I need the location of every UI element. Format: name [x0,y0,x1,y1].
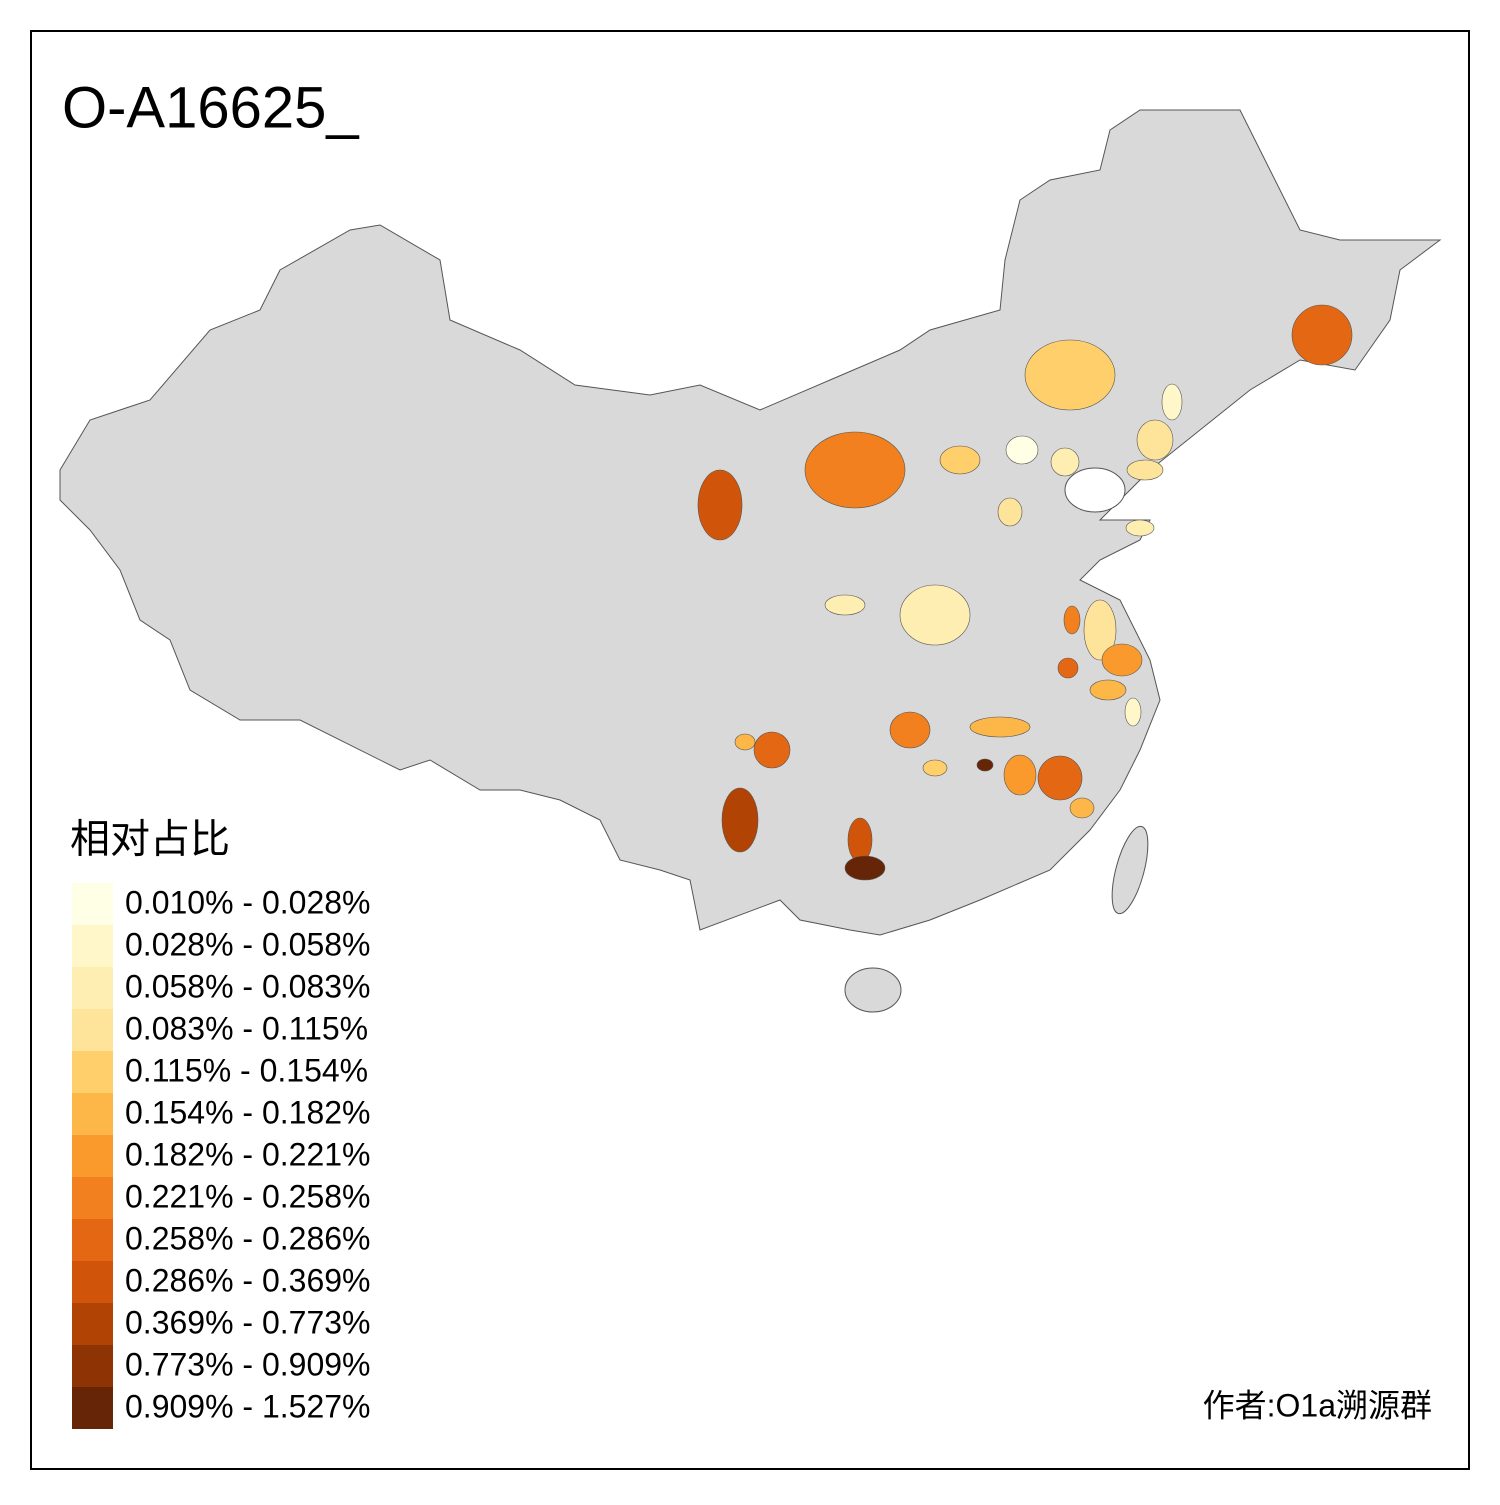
region [889,711,931,749]
region [804,431,906,509]
region [1126,459,1164,481]
region [1057,657,1079,679]
region [1050,447,1080,477]
region [847,817,873,863]
legend-swatch [72,1345,113,1387]
legend-swatch [72,883,113,925]
legend-label: 0.182% - 0.221% [125,1136,371,1172]
region [1024,339,1116,411]
legend-label: 0.258% - 0.286% [125,1220,371,1256]
legend-label: 0.154% - 0.182% [125,1094,371,1130]
legend-swatch [72,1051,113,1093]
legend-label: 0.058% - 0.083% [125,968,371,1004]
legend-title: 相对占比 [70,818,230,862]
region [1037,755,1083,801]
legend-swatch [72,1093,113,1135]
region [1083,599,1117,661]
region [1101,643,1143,677]
legend-swatch [72,1303,113,1345]
legend-swatch [72,1177,113,1219]
bohai-sea [1064,467,1126,513]
legend-label: 0.909% - 1.527% [125,1388,371,1424]
region [1089,679,1127,701]
region [1063,605,1081,635]
legend-swatch [72,1387,113,1429]
legend-swatch [72,1135,113,1177]
region [734,733,756,751]
region [721,787,759,853]
region [1124,697,1142,727]
legend: 0.010% - 0.028% 0.028% - 0.058% 0.058% - 0… [72,883,371,1429]
region [1125,519,1155,537]
taiwan [1111,825,1149,915]
legend-label: 0.221% - 0.258% [125,1178,371,1214]
region [824,594,866,616]
legend-label: 0.115% - 0.154% [125,1052,368,1088]
region [1161,383,1183,421]
region [899,584,971,646]
region [844,855,886,881]
region [976,758,994,772]
region [997,497,1023,527]
legend-label: 0.028% - 0.058% [125,926,371,962]
legend-swatch [72,967,113,1009]
region [1003,754,1037,796]
legend-swatch [72,1009,113,1051]
hainan [844,967,902,1013]
region [697,469,743,541]
region [753,731,791,769]
legend-swatch [72,1261,113,1303]
author: 作者:O1a溯源群 [1203,1387,1432,1423]
region [969,716,1031,738]
regions [697,304,1353,881]
region [1136,419,1174,461]
legend-swatch [72,1219,113,1261]
region [939,445,981,475]
legend-swatch [72,925,113,967]
legend-label: 0.286% - 0.369% [125,1262,371,1298]
region [1069,797,1095,819]
region [1291,304,1353,366]
legend-label: 0.083% - 0.115% [125,1010,368,1046]
region [922,759,948,777]
country-outline [59,109,1442,1013]
region [1005,435,1039,465]
legend-label: 0.010% - 0.028% [125,884,371,920]
legend-label: 0.369% - 0.773% [125,1304,371,1340]
legend-label: 0.773% - 0.909% [125,1346,371,1382]
title: O-A16625_ [62,75,359,140]
